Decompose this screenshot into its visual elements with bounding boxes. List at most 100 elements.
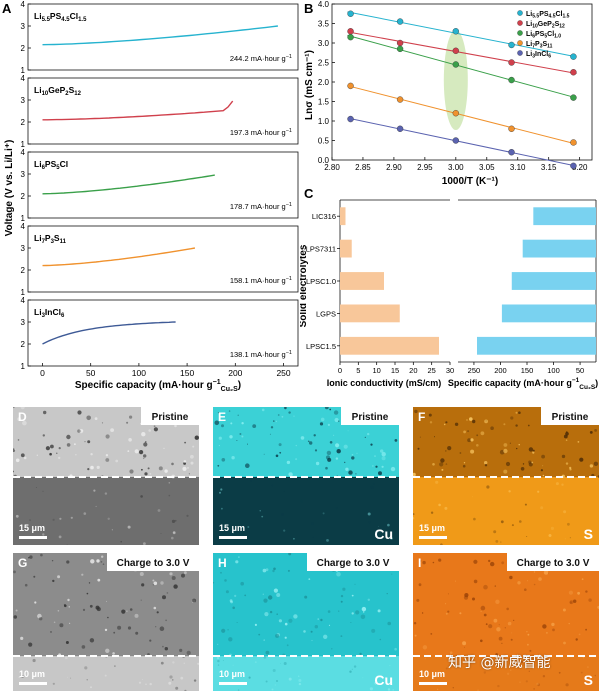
state-label: Pristine xyxy=(152,412,189,423)
formula-part: S xyxy=(54,233,60,243)
capacity-value: 138.1 mA·hour g xyxy=(230,350,286,359)
grain xyxy=(585,590,588,593)
grain xyxy=(184,571,187,575)
grain xyxy=(503,423,506,426)
y-tick-label: 1 xyxy=(21,288,26,297)
grain xyxy=(469,417,473,421)
grain xyxy=(188,473,190,475)
capacity-value: 197.3 mA·hour g xyxy=(230,128,286,137)
grain xyxy=(100,561,103,563)
left-x-tick-label: 0 xyxy=(338,366,342,375)
grain xyxy=(501,561,505,565)
grain xyxy=(276,680,278,682)
grain xyxy=(293,415,295,417)
grain xyxy=(141,678,144,681)
grain xyxy=(241,526,244,528)
panel-a-voltage-profiles: A Voltage (V vs. Li/Li⁺) 1234Li5.5PS4.5C… xyxy=(2,0,299,393)
grain xyxy=(569,601,572,604)
y-tick-label: 4 xyxy=(21,222,26,231)
grain xyxy=(126,421,129,424)
grain xyxy=(217,659,220,663)
grain xyxy=(445,421,448,424)
label-box xyxy=(507,553,599,571)
state-label: Pristine xyxy=(352,412,389,423)
grain xyxy=(89,638,95,643)
y-tick-label: 3 xyxy=(21,96,26,105)
formula-part: Li xyxy=(34,307,42,317)
legend-part: 7 xyxy=(532,44,535,50)
scale-bar xyxy=(219,682,247,685)
left-x-tick-label: 10 xyxy=(372,366,380,375)
grain xyxy=(153,606,157,610)
grain xyxy=(144,472,148,476)
grain xyxy=(66,544,68,545)
state-label: Charge to 3.0 V xyxy=(117,558,190,569)
scale-bar-label: 15 μm xyxy=(419,523,445,533)
grain xyxy=(543,570,549,575)
grain xyxy=(179,648,183,652)
grain xyxy=(467,430,470,433)
y-tick-label: 4.0 xyxy=(318,0,330,9)
grain xyxy=(387,621,391,626)
grain xyxy=(115,459,119,463)
grain xyxy=(563,510,567,514)
grain xyxy=(484,464,488,467)
y-tick-label: 2.5 xyxy=(318,59,330,68)
grain xyxy=(300,436,305,440)
grain xyxy=(333,410,339,415)
grain xyxy=(129,608,133,611)
grain xyxy=(105,458,110,462)
grain xyxy=(503,448,508,454)
grain xyxy=(17,417,22,421)
left-x-tick-label: 25 xyxy=(427,366,435,375)
grain xyxy=(216,656,220,660)
panel-b-plot-area: 2.80 2.85 2.90 2.95 3.00 3.05 3.10 3.15 3.200.00… xyxy=(318,0,593,172)
legend-label: Li10GeP2S12 xyxy=(526,21,565,30)
grain xyxy=(172,679,174,681)
grain xyxy=(327,610,331,613)
grain xyxy=(594,674,597,677)
y-tick-label: 4 xyxy=(21,296,26,305)
grain xyxy=(107,616,109,619)
grain xyxy=(275,454,279,458)
grain xyxy=(250,479,253,482)
grain xyxy=(20,407,25,410)
voltage-curve xyxy=(42,25,278,46)
grain xyxy=(325,455,331,460)
grain xyxy=(528,462,533,467)
grain xyxy=(381,465,384,468)
grain xyxy=(379,638,382,641)
legend-part: 6 xyxy=(548,54,551,60)
grain xyxy=(263,655,267,659)
grain xyxy=(452,687,454,689)
grain xyxy=(162,595,166,600)
grain xyxy=(374,681,378,685)
scale-bar xyxy=(19,682,47,685)
micrograph-canvas: D Pristine 15 μm xyxy=(13,407,199,545)
grain xyxy=(542,675,546,678)
grain xyxy=(288,677,292,681)
grain xyxy=(29,555,33,559)
grain xyxy=(311,639,313,642)
micrograph-canvas: G Charge to 3.0 V 10 μm xyxy=(13,553,199,691)
grain xyxy=(552,628,555,632)
grain xyxy=(326,539,329,542)
grain xyxy=(340,600,343,603)
element-label: Cu xyxy=(374,672,393,688)
y-tick-label: 3 xyxy=(21,244,26,253)
grain xyxy=(34,601,37,604)
legend-part: 5.5 xyxy=(532,14,539,20)
grain xyxy=(134,449,139,454)
grain xyxy=(265,680,268,683)
formula-part: S xyxy=(69,85,75,95)
lower-region xyxy=(213,477,399,545)
grain xyxy=(221,628,226,633)
legend-part: 10 xyxy=(532,24,538,30)
grain xyxy=(314,625,318,629)
conductivity-bar xyxy=(340,207,346,226)
grain xyxy=(328,624,331,626)
panel-letter: F xyxy=(418,410,425,424)
formula-part: 2 xyxy=(65,91,69,97)
grain xyxy=(77,410,82,415)
grain xyxy=(445,667,448,670)
